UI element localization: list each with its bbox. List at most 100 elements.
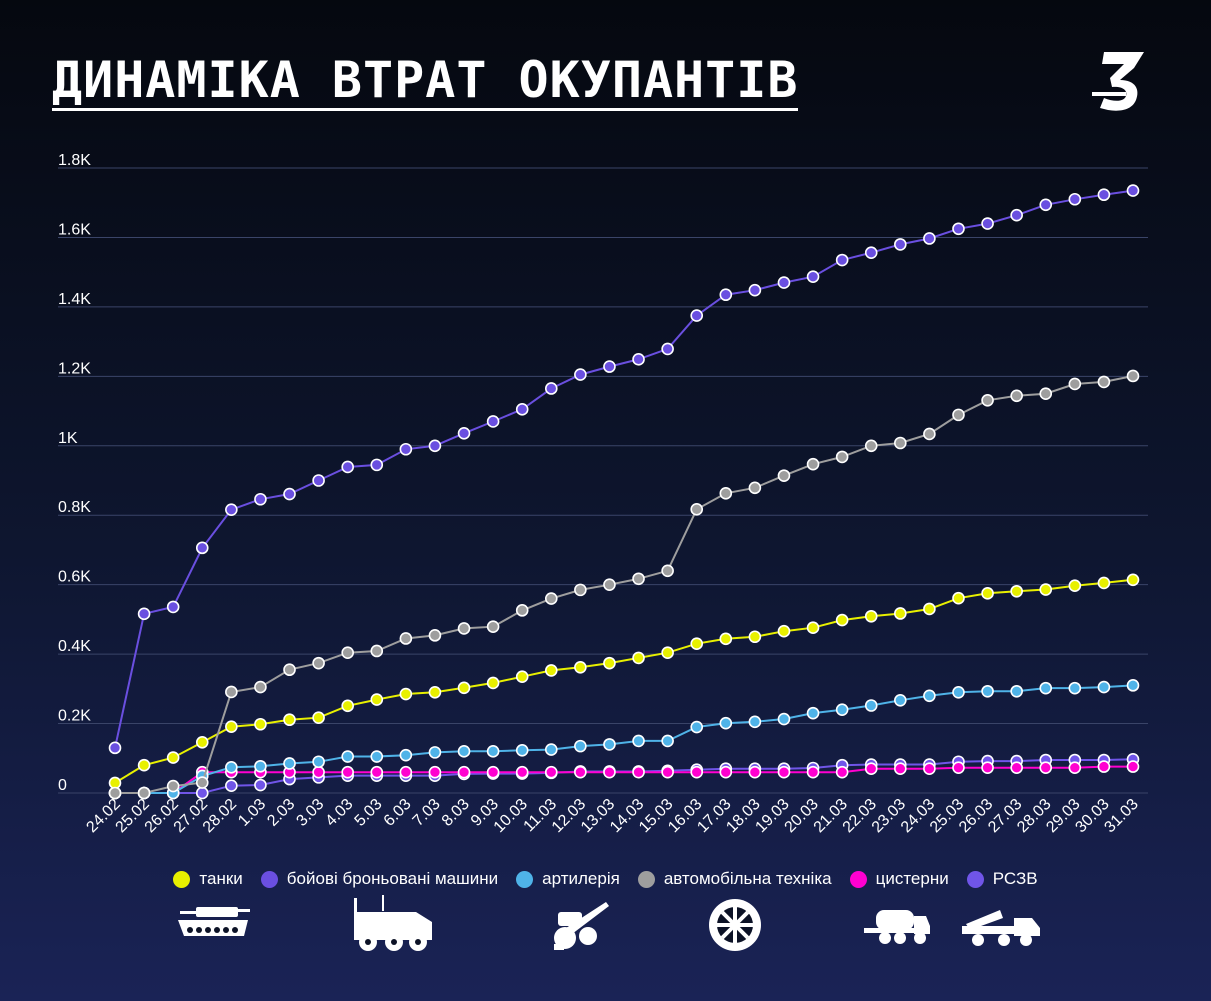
data-point bbox=[1097, 680, 1111, 694]
data-point bbox=[981, 761, 994, 774]
y-tick-label: 0.2K bbox=[58, 708, 91, 725]
y-tick-label: 0.8K bbox=[58, 499, 91, 516]
data-point bbox=[690, 765, 704, 779]
data-point bbox=[864, 699, 878, 712]
y-tick-label: 0.4K bbox=[58, 638, 91, 655]
data-point bbox=[254, 680, 267, 694]
data-point bbox=[195, 736, 209, 749]
data-point bbox=[777, 469, 791, 482]
tank-icon bbox=[178, 907, 250, 936]
legend-label: цистерни bbox=[875, 869, 949, 888]
x-tick-label: 1.03 bbox=[235, 796, 269, 830]
data-point bbox=[748, 283, 762, 297]
data-point bbox=[486, 620, 500, 633]
data-point bbox=[923, 762, 936, 775]
data-point bbox=[603, 360, 616, 373]
data-point bbox=[108, 786, 122, 800]
data-point bbox=[894, 436, 907, 450]
data-point bbox=[661, 564, 674, 578]
data-point bbox=[777, 276, 791, 289]
legend-item-tanks[interactable]: танки bbox=[173, 869, 243, 889]
tanker-truck-icon bbox=[864, 910, 930, 944]
data-point bbox=[835, 703, 849, 716]
data-point bbox=[777, 624, 791, 638]
data-point bbox=[195, 786, 209, 800]
data-point bbox=[1068, 192, 1082, 206]
mlrs-icon bbox=[962, 910, 1040, 946]
data-point bbox=[341, 750, 354, 763]
y-axis-ticks: 0 0.2K 0.4K 0.6K 0.8K 1K 1.2K 1.4K 1.6K 1.8K bbox=[58, 152, 91, 794]
data-point bbox=[370, 693, 384, 706]
data-point bbox=[486, 415, 500, 428]
data-point bbox=[254, 492, 267, 506]
data-point bbox=[370, 750, 384, 763]
data-point bbox=[312, 711, 325, 724]
data-point bbox=[952, 222, 965, 236]
data-point bbox=[806, 270, 820, 283]
legend-item-artillery[interactable]: артилерія bbox=[516, 869, 620, 889]
data-point bbox=[137, 758, 151, 772]
data-point bbox=[428, 765, 442, 779]
data-point bbox=[515, 743, 529, 757]
data-point bbox=[864, 762, 878, 775]
data-point bbox=[574, 368, 587, 381]
data-point bbox=[166, 600, 180, 614]
data-point bbox=[661, 765, 674, 779]
data-point bbox=[1126, 573, 1140, 587]
data-point bbox=[923, 602, 936, 616]
legend-item-tankers[interactable]: цистерни bbox=[849, 869, 949, 889]
data-point bbox=[1126, 760, 1140, 773]
data-point bbox=[690, 720, 704, 734]
data-point bbox=[457, 745, 471, 758]
data-point bbox=[399, 632, 413, 645]
legend-label: бойові броньовані машини bbox=[286, 869, 499, 888]
y-tick-label: 1K bbox=[58, 430, 78, 447]
data-point bbox=[574, 583, 587, 597]
x-tick-label: 31.03 bbox=[1101, 796, 1141, 836]
y-tick-label: 1.6K bbox=[58, 221, 91, 238]
series-цистерни bbox=[108, 760, 1140, 800]
data-point bbox=[108, 741, 122, 755]
data-point bbox=[283, 663, 296, 677]
data-point bbox=[719, 288, 733, 302]
data-point bbox=[1039, 387, 1053, 400]
data-point bbox=[1068, 681, 1082, 695]
x-tick-label: 3.03 bbox=[293, 796, 327, 830]
data-point bbox=[981, 587, 994, 600]
data-point bbox=[864, 246, 878, 260]
armored-vehicle-icon bbox=[354, 895, 432, 951]
legend-item-vehicles[interactable]: автомобільна техніка bbox=[637, 869, 832, 889]
data-point bbox=[1097, 188, 1111, 202]
data-point bbox=[225, 779, 238, 793]
series-line bbox=[115, 684, 1134, 794]
data-point bbox=[806, 765, 820, 779]
series-бойові броньовані машини bbox=[108, 184, 1140, 755]
data-point bbox=[428, 629, 442, 642]
data-point bbox=[428, 746, 442, 759]
data-point bbox=[225, 761, 238, 774]
data-point bbox=[544, 382, 558, 395]
data-point bbox=[632, 353, 645, 366]
data-point bbox=[283, 757, 296, 770]
data-point bbox=[1039, 198, 1053, 212]
data-point bbox=[661, 734, 674, 748]
data-point bbox=[603, 765, 616, 779]
legend-item-mlrs[interactable]: РСЗВ bbox=[966, 869, 1038, 889]
legend-swatch bbox=[260, 870, 278, 888]
x-tick-label: 28.02 bbox=[200, 796, 240, 836]
data-point bbox=[312, 765, 325, 779]
data-point bbox=[632, 651, 645, 665]
data-point bbox=[137, 607, 151, 621]
data-point bbox=[1126, 679, 1140, 692]
data-point bbox=[486, 676, 500, 690]
data-point bbox=[690, 309, 704, 322]
data-point bbox=[341, 765, 354, 779]
page-title: ДИНАМІКА ВТРАТ ОКУПАНТІВ bbox=[52, 51, 799, 111]
legend-item-armored-vehicles[interactable]: бойові броньовані машини bbox=[260, 869, 499, 889]
series-layer bbox=[108, 184, 1140, 800]
data-point bbox=[544, 664, 558, 677]
data-point bbox=[1010, 584, 1023, 598]
data-point bbox=[894, 762, 907, 775]
data-point bbox=[574, 765, 587, 779]
legend-label: танки bbox=[199, 869, 243, 888]
